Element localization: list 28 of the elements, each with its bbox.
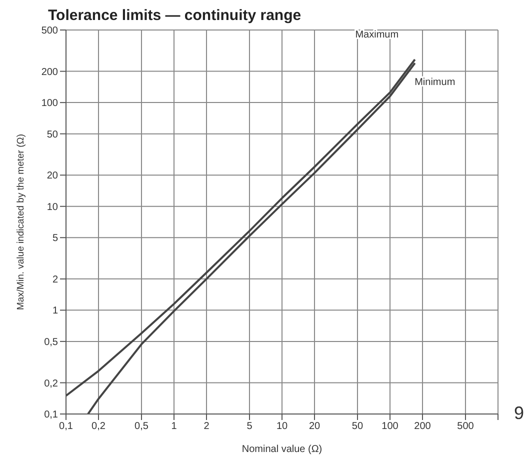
- y-tick-label: 1: [52, 306, 58, 317]
- y-tick-label: 50: [46, 129, 58, 140]
- y-tick-label: 0,5: [44, 336, 58, 348]
- text: 9: [514, 403, 524, 424]
- x-tick-label: 10: [276, 421, 288, 432]
- x-tick-label: 0,5: [134, 421, 149, 432]
- x-tick-label: 50: [352, 421, 364, 432]
- x-tick-label: 200: [414, 421, 432, 432]
- x-tick-label: 5: [246, 421, 253, 432]
- y-tick-label: 10: [46, 202, 58, 213]
- y-tick-label: 2: [52, 274, 58, 286]
- x-tick-label: 0,1: [59, 421, 74, 432]
- x-tick-label: 2: [204, 421, 210, 432]
- y-tick-label: 20: [46, 170, 58, 182]
- y-tick-label: 0,1: [44, 410, 58, 421]
- x-tick-label: 100: [382, 421, 399, 432]
- x-tick-label: 0,2: [92, 421, 106, 432]
- chart-title: Tolerance limits — continuity range: [48, 7, 302, 24]
- y-axis-title: Max/Min. value indicated by the meter (Ω): [15, 134, 26, 310]
- x-tick-label: 1: [171, 421, 178, 432]
- y-tick-label: 0,2: [44, 378, 58, 390]
- y-tick-label: 200: [41, 66, 58, 78]
- y-tick-label: 100: [41, 98, 58, 110]
- y-tick-label: 5: [52, 233, 58, 244]
- x-tick-label: 20: [308, 421, 321, 432]
- y-tick-label: 500: [41, 26, 58, 37]
- x-axis-title: Nominal value (Ω): [242, 444, 322, 455]
- x-tick-label: 500: [457, 421, 474, 432]
